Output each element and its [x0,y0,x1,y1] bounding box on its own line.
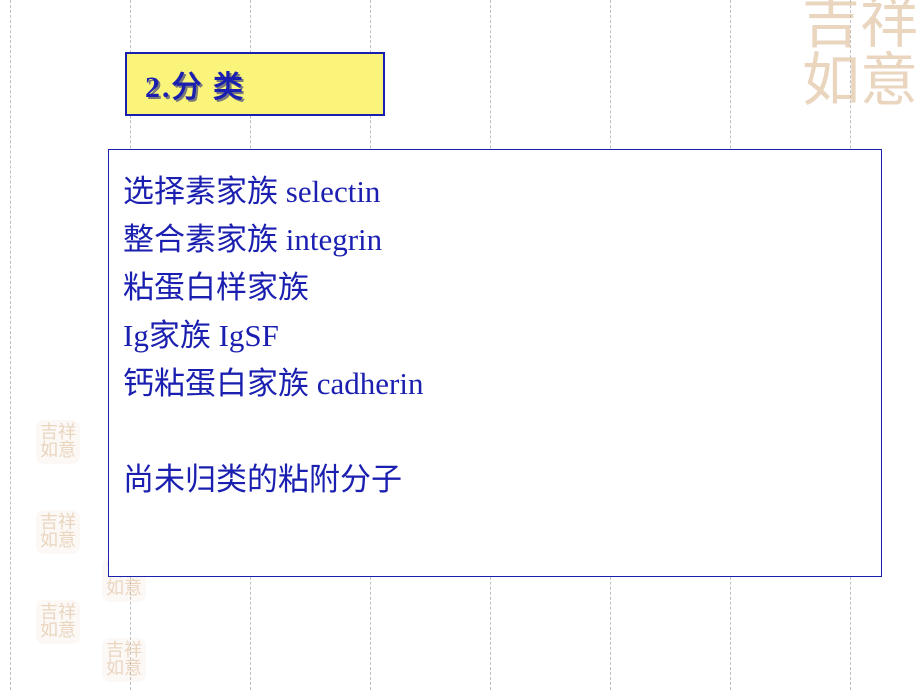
content-line: 尚未归类的粘附分子 [123,456,867,504]
content-line [123,408,867,456]
decorative-seal-small: 吉祥如意 [102,638,146,682]
content-line: 选择素家族 selectin [123,168,867,216]
decorative-seal-small: 吉祥如意 [36,420,80,464]
decorative-seal-small: 吉祥如意 [36,600,80,644]
decorative-seal-large: 吉祥如意 [800,0,920,110]
content-line: 钙粘蛋白家族 cadherin [123,360,867,408]
content-box: 选择素家族 selectin整合素家族 integrin粘蛋白样家族Ig家族 I… [108,149,882,577]
content-line: Ig家族 IgSF [123,312,867,360]
section-title-box: 2.分 类 2.分 类 [125,52,385,116]
grid-line [10,0,11,690]
content-line: 粘蛋白样家族 [123,264,867,312]
decorative-seal-small: 吉祥如意 [36,510,80,554]
content-line: 整合素家族 integrin [123,216,867,264]
section-title-text: 2.分 类 [145,71,245,104]
